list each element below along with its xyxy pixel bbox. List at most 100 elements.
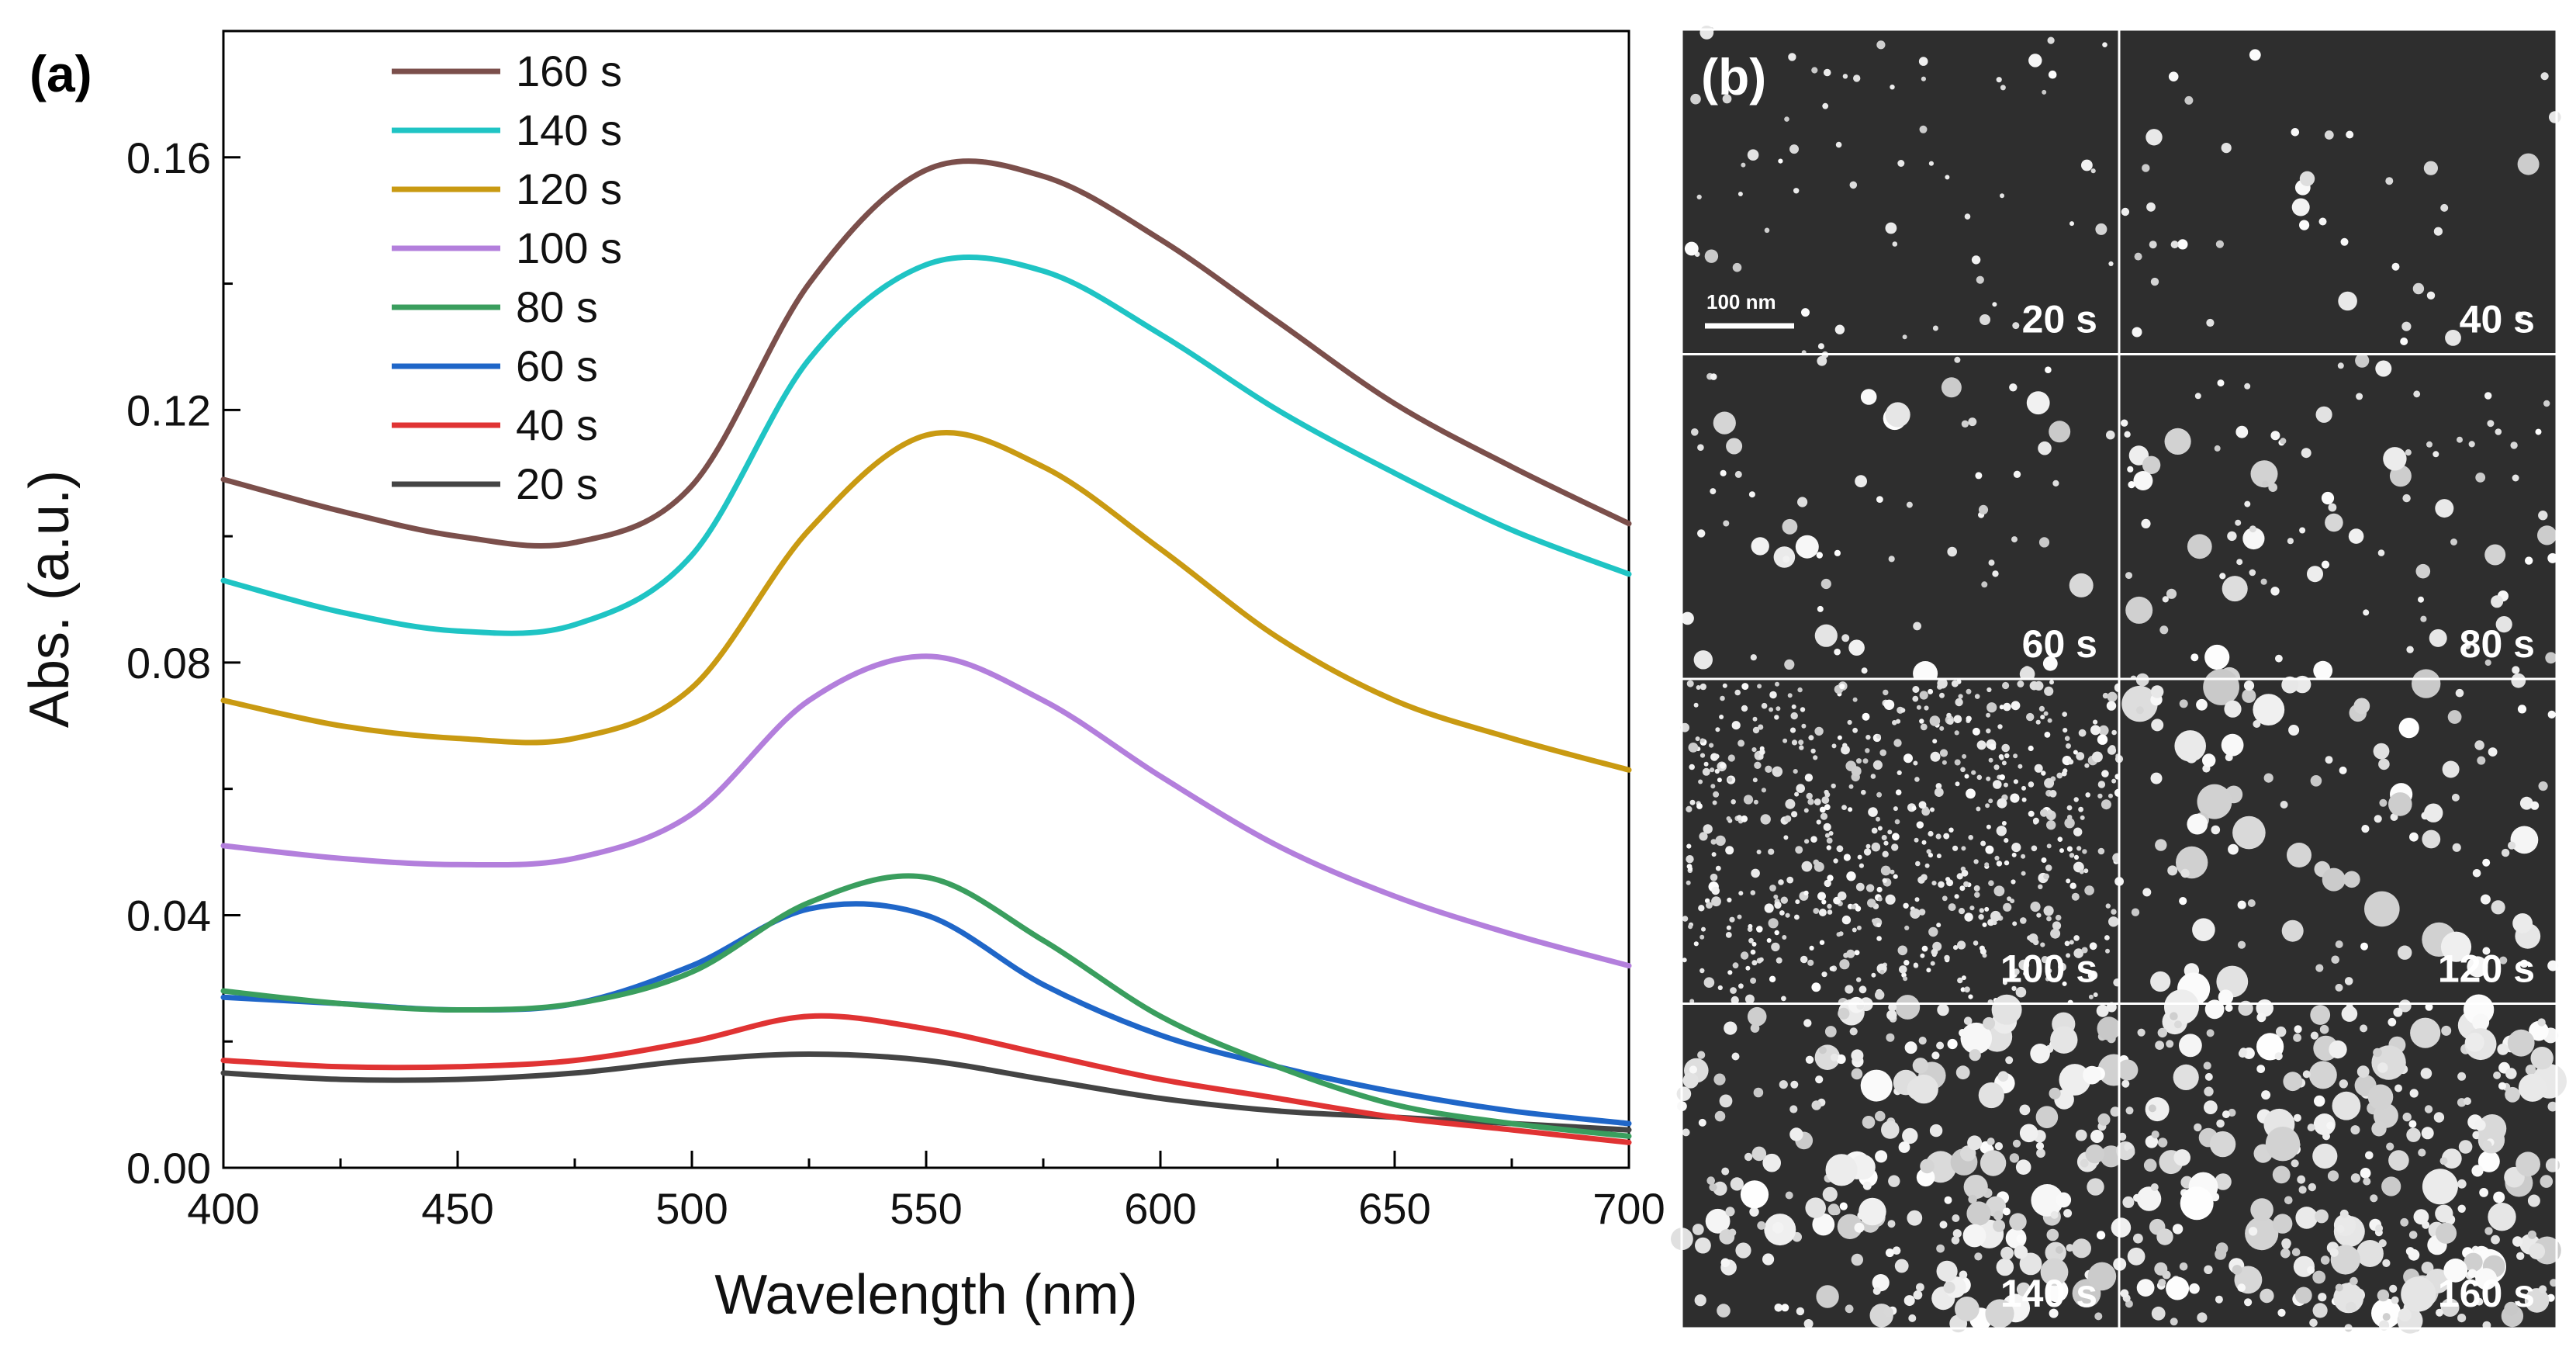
nanoparticle: [1991, 994, 2022, 1025]
nanoparticle: [1966, 1201, 1991, 1226]
nanoparticle: [1705, 1208, 1731, 1234]
nanoparticle: [2412, 282, 2425, 295]
nanoparticle: [2268, 483, 2277, 492]
nanoparticle: [2310, 775, 2322, 787]
nanoparticle: [1686, 855, 1694, 864]
nanoparticle: [1988, 880, 1994, 886]
nanoparticle: [2173, 1020, 2182, 1029]
nanoparticle: [1807, 959, 1814, 966]
nanoparticle: [2475, 1297, 2484, 1306]
nanoparticle: [2150, 1183, 2159, 1191]
nanoparticle: [2261, 1090, 2271, 1100]
nanoparticle: [2381, 1176, 2401, 1196]
nanoparticle: [1795, 535, 1819, 559]
nanoparticle: [2249, 525, 2256, 533]
nanoparticle: [1737, 914, 1742, 919]
nanoparticle: [2382, 1259, 2391, 1267]
nanoparticle: [1784, 116, 1789, 122]
nanoparticle: [2245, 1217, 2279, 1251]
nanoparticle: [2142, 455, 2161, 474]
nanoparticle: [1867, 899, 1876, 908]
nanoparticle: [1710, 839, 1717, 845]
nanoparticle: [2237, 1283, 2246, 1292]
nanoparticle: [1769, 975, 1776, 983]
nanoparticle: [1900, 708, 1906, 713]
nanoparticle: [1782, 738, 1788, 743]
nanoparticle: [2046, 820, 2056, 830]
nanoparticle: [2250, 460, 2278, 488]
nanoparticle: [2328, 503, 2337, 512]
nanoparticle: [2167, 865, 2178, 876]
nanoparticle: [2350, 1125, 2360, 1135]
nanoparticle: [1782, 935, 1787, 940]
nanoparticle: [2339, 766, 2347, 774]
nanoparticle: [1846, 871, 1856, 881]
nanoparticle: [1985, 1299, 2014, 1328]
nanoparticle: [2413, 390, 2421, 398]
nanoparticle: [1960, 1022, 1993, 1054]
nanoparticle: [1968, 417, 1977, 427]
nanoparticle: [2377, 549, 2385, 556]
nanoparticle: [1745, 965, 1751, 971]
nanoparticle: [1835, 141, 1842, 148]
nanoparticle: [1769, 707, 1774, 712]
nanoparticle: [1757, 684, 1762, 689]
nanoparticle: [1793, 769, 1798, 774]
nanoparticle: [1871, 842, 1881, 852]
nanoparticle: [2013, 753, 2018, 759]
nanoparticle: [2131, 908, 2140, 916]
nanoparticle: [2073, 948, 2083, 958]
nanoparticle: [2408, 1231, 2418, 1239]
nanoparticle: [1910, 908, 1921, 919]
nanoparticle: [1973, 859, 1979, 864]
nanoparticle: [2265, 1127, 2301, 1162]
nanoparticle: [1851, 1049, 1864, 1062]
nanoparticle: [2184, 95, 2194, 105]
nanoparticle: [2111, 778, 2117, 784]
y-axis-title: Abs. (a.u.): [19, 470, 81, 728]
nanoparticle: [1834, 648, 1841, 656]
nanoparticle: [2447, 710, 2462, 724]
nanoparticle: [1913, 1290, 1923, 1300]
nanoparticle: [1839, 959, 1850, 970]
nanoparticle: [2318, 217, 2327, 226]
nanoparticle: [2180, 1186, 2214, 1221]
nanoparticle: [2063, 1209, 2073, 1218]
nanoparticle: [1893, 739, 1902, 747]
x-tick-label: 450: [421, 1184, 493, 1233]
nanoparticle: [1750, 949, 1756, 955]
nanoparticle: [2049, 790, 2057, 798]
nanoparticle: [2346, 1301, 2356, 1313]
nanoparticle: [1698, 905, 1705, 912]
nanoparticle: [1996, 861, 2003, 867]
nanoparticle: [1912, 686, 1920, 693]
nanoparticle: [2312, 1270, 2326, 1284]
nanoparticle: [1818, 909, 1827, 916]
nanoparticle: [2299, 220, 2310, 230]
nanoparticle: [2339, 1209, 2349, 1218]
nanoparticle: [2069, 573, 2094, 597]
nanoparticle: [1758, 724, 1764, 730]
nanoparticle: [1914, 837, 1919, 843]
nanoparticle: [2313, 1113, 2336, 1136]
nanoparticle: [1915, 861, 1921, 867]
nanoparticle: [1856, 925, 1862, 930]
nanoparticle: [1831, 1207, 1841, 1216]
nanoparticle: [1803, 1019, 1812, 1027]
nanoparticle: [1931, 948, 1938, 956]
nanoparticle: [2159, 625, 2169, 635]
nanoparticle: [2421, 1127, 2434, 1140]
nanoparticle: [2527, 1230, 2536, 1239]
nanoparticle: [2121, 685, 2158, 722]
nanoparticle: [2141, 518, 2151, 529]
y-tick-label: 0.12: [126, 386, 211, 435]
nanoparticle: [1943, 1281, 1955, 1293]
nanoparticle: [2516, 1252, 2525, 1261]
nanoparticle: [1806, 792, 1813, 800]
nanoparticle: [1924, 705, 1929, 711]
nanoparticle: [2287, 538, 2294, 545]
nanoparticle: [2049, 680, 2054, 685]
nanoparticle: [2101, 770, 2109, 777]
nanoparticle: [2215, 240, 2224, 248]
nanoparticle: [2510, 442, 2518, 449]
